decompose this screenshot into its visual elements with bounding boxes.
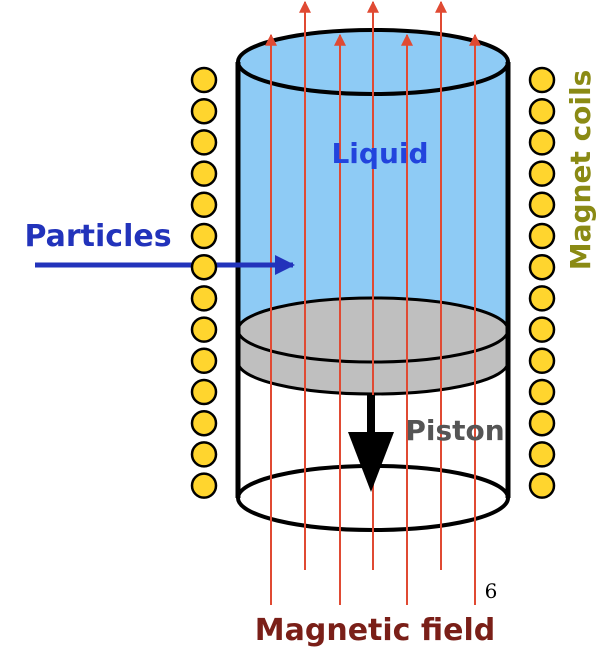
piston-label: Piston [405, 414, 504, 447]
coil-right-5 [528, 191, 556, 219]
coil-left-7 [190, 253, 218, 281]
magnetic-field-label: Magnetic field [255, 613, 495, 648]
coil-right-3 [528, 129, 556, 156]
magnetic-field-lines [265, 0, 481, 605]
coil-right-6 [528, 222, 556, 250]
coil-left-14 [190, 472, 218, 499]
coil-right-12 [528, 409, 556, 437]
coil-left-12 [190, 409, 218, 437]
coil-right-1 [528, 66, 556, 94]
coil-left-10 [190, 347, 218, 375]
coil-left-6 [190, 222, 218, 250]
coil-left-5 [190, 191, 218, 219]
coil-right-13 [528, 441, 556, 468]
coil-right-2 [528, 97, 556, 125]
coil-left-11 [190, 378, 218, 406]
piston-direction-arrow [348, 395, 394, 492]
coil-right-14 [528, 472, 556, 499]
coil-left-1 [190, 66, 218, 94]
coil-right-7 [528, 253, 556, 281]
magnet-coils-left [190, 66, 218, 499]
coil-right-9 [528, 316, 556, 343]
magnet-coils-right [528, 66, 556, 499]
coil-left-3 [190, 129, 218, 156]
page-number: 6 [485, 579, 498, 603]
magnet-coils-label: Magnet coils [564, 70, 597, 271]
coil-right-10 [528, 347, 556, 375]
coil-left-2 [190, 97, 218, 125]
coil-left-4 [190, 160, 218, 187]
coil-left-8 [190, 285, 218, 312]
coil-right-11 [528, 378, 556, 406]
particles-label: Particles [24, 219, 171, 254]
coil-right-8 [528, 285, 556, 312]
liquid-label: Liquid [331, 137, 428, 170]
coil-left-13 [190, 441, 218, 468]
coil-right-4 [528, 160, 556, 187]
coil-left-9 [190, 316, 218, 343]
